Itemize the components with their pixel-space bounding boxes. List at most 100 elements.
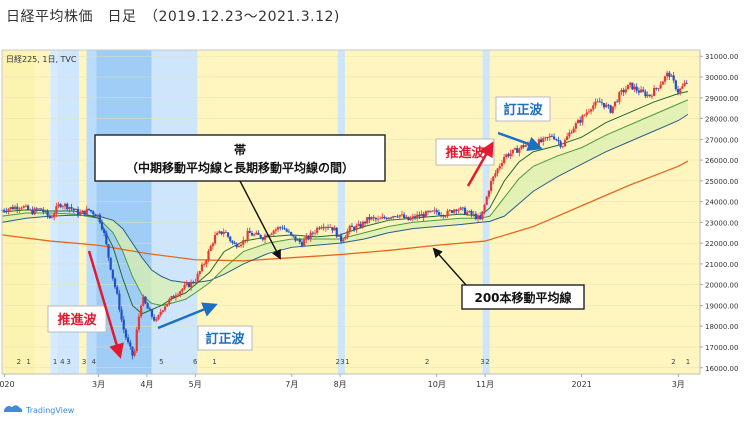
candle-body — [355, 225, 358, 230]
candle-body — [655, 87, 658, 89]
x-tick-label: 2020 — [0, 380, 15, 389]
correction-label-right: 訂正波 — [503, 102, 543, 118]
ma200-arrow — [432, 247, 467, 286]
candle-body — [429, 210, 432, 213]
candle-body — [631, 82, 634, 90]
candle-body — [229, 236, 232, 241]
candle-body — [46, 210, 49, 216]
candle-body — [648, 94, 651, 97]
candle-body — [113, 278, 117, 288]
candle-body — [118, 293, 121, 310]
correction-annotation-left: 訂正波 — [157, 302, 253, 351]
candle-body — [518, 148, 521, 153]
background-band — [151, 50, 198, 374]
candle-body — [135, 329, 138, 352]
candle-body — [450, 210, 454, 213]
event-marker: 2 — [335, 358, 339, 366]
impulse-label-left: 推進波 — [57, 312, 97, 328]
candle-body — [305, 236, 308, 240]
candle-body — [668, 72, 671, 77]
candle-body — [205, 260, 208, 265]
cloud-icon — [4, 405, 23, 412]
candle-body — [129, 342, 132, 347]
candle-body — [370, 217, 373, 220]
candle-body — [40, 208, 43, 210]
candle-body — [607, 104, 610, 106]
y-tick-label: 21000.00 — [705, 261, 738, 269]
y-tick-label: 22000.00 — [705, 240, 738, 248]
candle-body — [322, 227, 325, 229]
candle-body — [26, 205, 30, 210]
y-tick-label: 19000.00 — [705, 302, 738, 310]
y-tick-label: 30000.00 — [705, 74, 738, 82]
candle-body — [96, 214, 99, 217]
candle-body — [444, 216, 447, 218]
candle-body — [350, 225, 354, 228]
candle-body — [574, 123, 577, 129]
background-band — [344, 50, 483, 374]
candle-body — [326, 227, 330, 228]
background-band — [57, 50, 80, 374]
candle-body — [59, 204, 62, 207]
candle-body — [542, 138, 545, 142]
candle-body — [348, 225, 351, 232]
band-annotation: 帯 （中期移動平均線と長期移動平均線の間） — [94, 134, 386, 260]
candle-body — [133, 351, 136, 356]
candle-body — [511, 149, 514, 154]
candle-body — [87, 208, 91, 210]
candle-body — [253, 234, 256, 236]
candle-body — [240, 244, 243, 247]
candle-body — [100, 222, 104, 230]
candle-body — [639, 89, 643, 93]
candle-body — [416, 214, 419, 219]
candle-body — [296, 239, 299, 241]
background-band — [197, 50, 338, 374]
candle-body — [381, 216, 384, 219]
event-marker: 3 — [66, 358, 70, 366]
candle-body — [387, 217, 391, 220]
price-chart[interactable]: 16000.00 17000.00 18000.00 19000.00 20000.00… — [0, 48, 750, 422]
candle-body — [676, 89, 680, 93]
candle-body — [374, 217, 377, 220]
event-marker: 1 — [53, 358, 57, 366]
candle-body — [589, 109, 593, 112]
candle-body — [431, 210, 434, 212]
candle-body — [494, 173, 497, 177]
candle-body — [226, 232, 230, 237]
candle-body — [548, 135, 551, 138]
candle-body — [13, 206, 17, 210]
candle-body — [561, 146, 564, 148]
candle-body — [74, 209, 78, 211]
candle-body — [172, 296, 175, 298]
candle-body — [203, 264, 206, 266]
candle-body — [233, 242, 236, 244]
candle-body — [539, 139, 543, 142]
impulse-annotation-right: 推進波 — [435, 138, 495, 187]
candle-body — [679, 88, 682, 93]
event-marker: 3 — [82, 358, 86, 366]
candle-body — [333, 227, 336, 231]
candle-body — [94, 214, 97, 217]
candle-body — [85, 208, 88, 215]
candle-body — [622, 90, 625, 93]
candle-body — [192, 281, 195, 284]
candle-body — [500, 163, 504, 167]
candle-body — [190, 281, 193, 288]
candle-body — [307, 236, 310, 239]
y-tick-label: 24000.00 — [705, 199, 738, 207]
candle-body — [287, 231, 291, 233]
candle-body — [437, 212, 441, 215]
candle-body — [613, 101, 617, 107]
candle-body — [216, 232, 219, 236]
candle-body — [109, 257, 112, 270]
candle-body — [600, 102, 604, 104]
candle-body — [572, 128, 575, 133]
event-marker: 5 — [159, 358, 163, 366]
candle-body — [218, 231, 221, 233]
candle-body — [653, 87, 656, 96]
candle-body — [161, 310, 164, 313]
impulse-annotation-left: 推進波 — [47, 250, 124, 359]
candle-body — [311, 232, 314, 234]
candle-body — [559, 141, 562, 147]
candle-body — [466, 212, 469, 215]
